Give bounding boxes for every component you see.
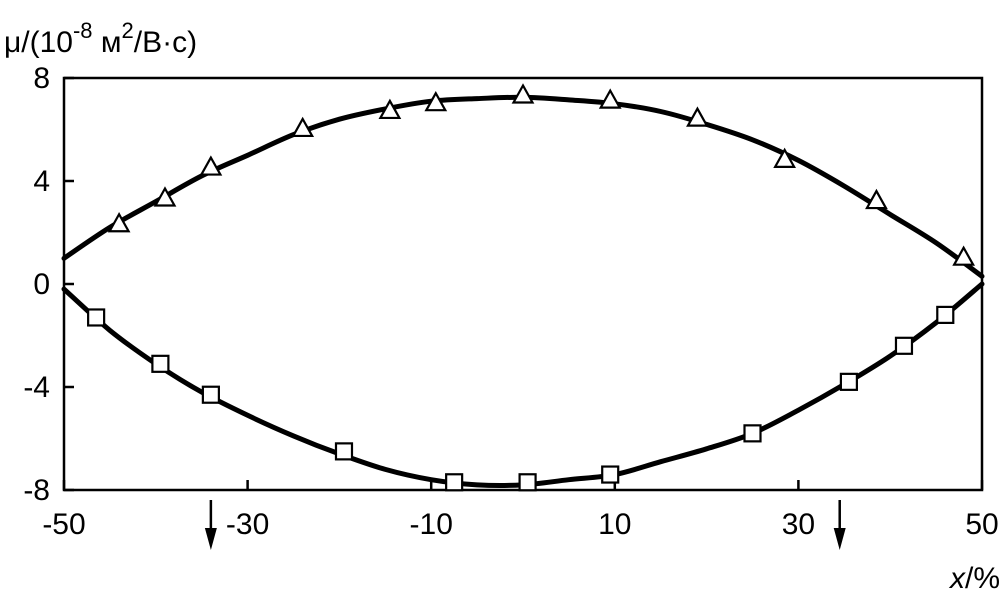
- triangle-marker: [424, 90, 448, 112]
- series-0-line: [61, 94, 985, 279]
- triangle-marker: [865, 188, 888, 210]
- triangle-marker: [107, 211, 131, 233]
- triangle-marker: [952, 245, 976, 266]
- axis-ticks: [62, 76, 984, 492]
- x-axis-title-var: x: [948, 562, 966, 595]
- x-tick-label: 10: [598, 508, 631, 541]
- x-axis-title: x/%: [948, 562, 1000, 595]
- square-marker: [601, 465, 620, 484]
- triangle-marker: [773, 147, 797, 168]
- square-marker: [334, 442, 354, 461]
- x-tick-label: -10: [410, 508, 453, 541]
- series-markers: [87, 83, 976, 492]
- y-axis-title: μ/(10-8 м2/В·с): [4, 18, 197, 59]
- triangle-marker: [511, 83, 535, 104]
- triangle-marker: [153, 186, 177, 207]
- y-axis-title-exp1: -8: [73, 18, 93, 43]
- x-tick-label: -30: [226, 508, 269, 541]
- x-tick-label: -50: [42, 508, 85, 541]
- arrow-down-head: [833, 528, 846, 550]
- triangle-marker: [598, 88, 622, 109]
- triangle-marker: [686, 106, 709, 127]
- square-marker: [839, 372, 858, 391]
- y-tick-label: 0: [33, 268, 50, 301]
- square-marker: [445, 473, 464, 492]
- square-marker: [743, 424, 762, 443]
- square-marker: [201, 385, 220, 404]
- y-axis-title-mid: м: [93, 26, 122, 59]
- y-axis-title-suffix: /В·с): [134, 26, 197, 59]
- square-marker: [894, 336, 914, 355]
- square-marker: [87, 308, 106, 327]
- axis-tick-labels: -50 -30 -10 10 30 50 8 4 0 -4 -8: [23, 62, 998, 541]
- y-tick-label: -4: [23, 371, 50, 404]
- y-axis-title-prefix: μ/(10: [4, 26, 73, 59]
- triangle-marker: [199, 155, 223, 176]
- y-tick-label: 8: [33, 62, 50, 95]
- square-marker: [518, 473, 537, 492]
- x-tick-label: 50: [965, 508, 998, 541]
- arrow-down-head: [204, 528, 217, 550]
- x-axis-title-unit: /%: [965, 562, 1000, 595]
- square-marker: [151, 354, 170, 373]
- triangle-marker: [378, 98, 402, 120]
- y-axis-title-exp2: 2: [122, 18, 134, 43]
- square-marker: [936, 305, 955, 324]
- annotation-arrows: [204, 500, 846, 550]
- y-tick-label: 4: [33, 165, 50, 198]
- plot-frame: [62, 76, 984, 492]
- y-tick-label: -8: [23, 474, 50, 507]
- triangle-marker: [291, 116, 315, 138]
- x-tick-label: 30: [782, 508, 815, 541]
- series-curves: [61, 94, 985, 488]
